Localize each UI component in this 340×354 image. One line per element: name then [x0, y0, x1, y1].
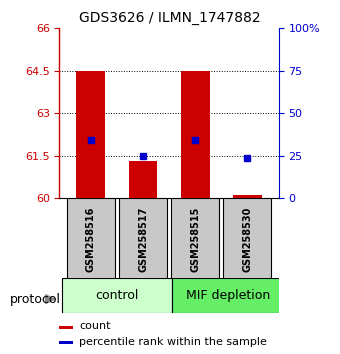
Text: control: control — [95, 289, 139, 302]
Bar — [172, 278, 283, 313]
Text: GSM258517: GSM258517 — [138, 206, 148, 272]
Bar — [181, 71, 210, 198]
Text: protocol: protocol — [10, 293, 61, 306]
Bar — [171, 198, 219, 280]
Text: GSM258530: GSM258530 — [242, 206, 253, 272]
Bar — [62, 278, 172, 313]
Bar — [67, 198, 115, 280]
Bar — [129, 161, 157, 198]
Bar — [119, 198, 167, 280]
Text: GSM258516: GSM258516 — [86, 206, 96, 272]
Bar — [223, 198, 271, 280]
Bar — [233, 195, 262, 198]
Text: count: count — [79, 321, 111, 331]
Bar — [59, 326, 73, 329]
Text: GSM258515: GSM258515 — [190, 206, 200, 272]
Text: percentile rank within the sample: percentile rank within the sample — [79, 337, 267, 347]
Bar — [59, 341, 73, 344]
Text: GDS3626 / ILMN_1747882: GDS3626 / ILMN_1747882 — [79, 11, 261, 25]
Bar — [76, 71, 105, 198]
Text: MIF depletion: MIF depletion — [186, 289, 270, 302]
